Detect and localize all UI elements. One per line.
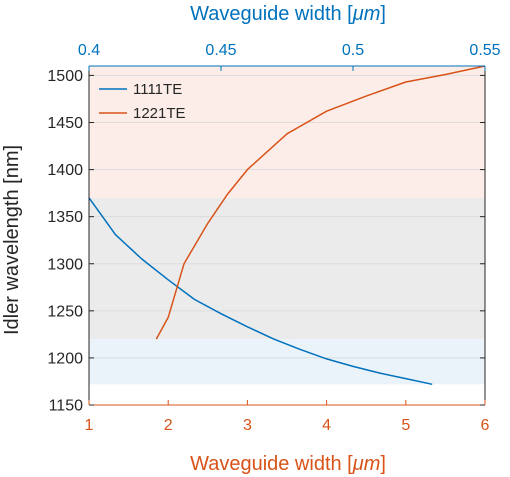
y-tick-label-1350: 1350 [47, 209, 83, 226]
axis-ticks: 1150 1200 1250 1300 1350 1400 1450 1500 1 2 3 4 5 6 0.… [47, 42, 500, 434]
legend-label-1221TE: 1221TE [133, 105, 186, 122]
y-tick-label-1400: 1400 [47, 162, 83, 179]
background-bands [89, 66, 485, 385]
y-tick-label-1500: 1500 [47, 68, 83, 85]
band-1 [89, 197, 485, 340]
bottom-tick-label-4: 4 [322, 417, 331, 434]
bottom-tick-label-5: 5 [401, 417, 410, 434]
series-line-1111te [88, 197, 433, 386]
data-series [88, 65, 486, 386]
legend-label-1111TE: 1111TE [133, 81, 182, 98]
bottom-tick-label-2: 2 [164, 417, 173, 434]
y-tick-label-1450: 1450 [47, 115, 83, 132]
top-tick-label-0.5: 0.5 [342, 42, 364, 59]
series-line-1221te [155, 65, 486, 340]
top-tick-label-0.4: 0.4 [78, 42, 100, 59]
bottom-tick-label-3: 3 [243, 417, 252, 434]
bottom-tick-label-6: 6 [481, 417, 490, 434]
legend: 1111TE 1221TE [99, 81, 186, 122]
y-tick-label-1250: 1250 [47, 303, 83, 320]
bottom-tick-label-1: 1 [85, 417, 94, 434]
band-0 [89, 66, 485, 198]
y-tick-label-1150: 1150 [49, 398, 84, 415]
y-tick-label-1300: 1300 [47, 256, 83, 273]
bottom-axis-title: Waveguide width [μm] [190, 453, 386, 475]
top-axis-title: Waveguide width [μm] [190, 3, 386, 25]
band-2 [89, 339, 485, 385]
top-tick-label-0.55: 0.55 [469, 42, 500, 59]
y-axis-title: Idler wavelength [nm] [1, 145, 23, 335]
y-tick-label-1200: 1200 [47, 350, 83, 367]
top-tick-label-0.45: 0.45 [205, 42, 236, 59]
